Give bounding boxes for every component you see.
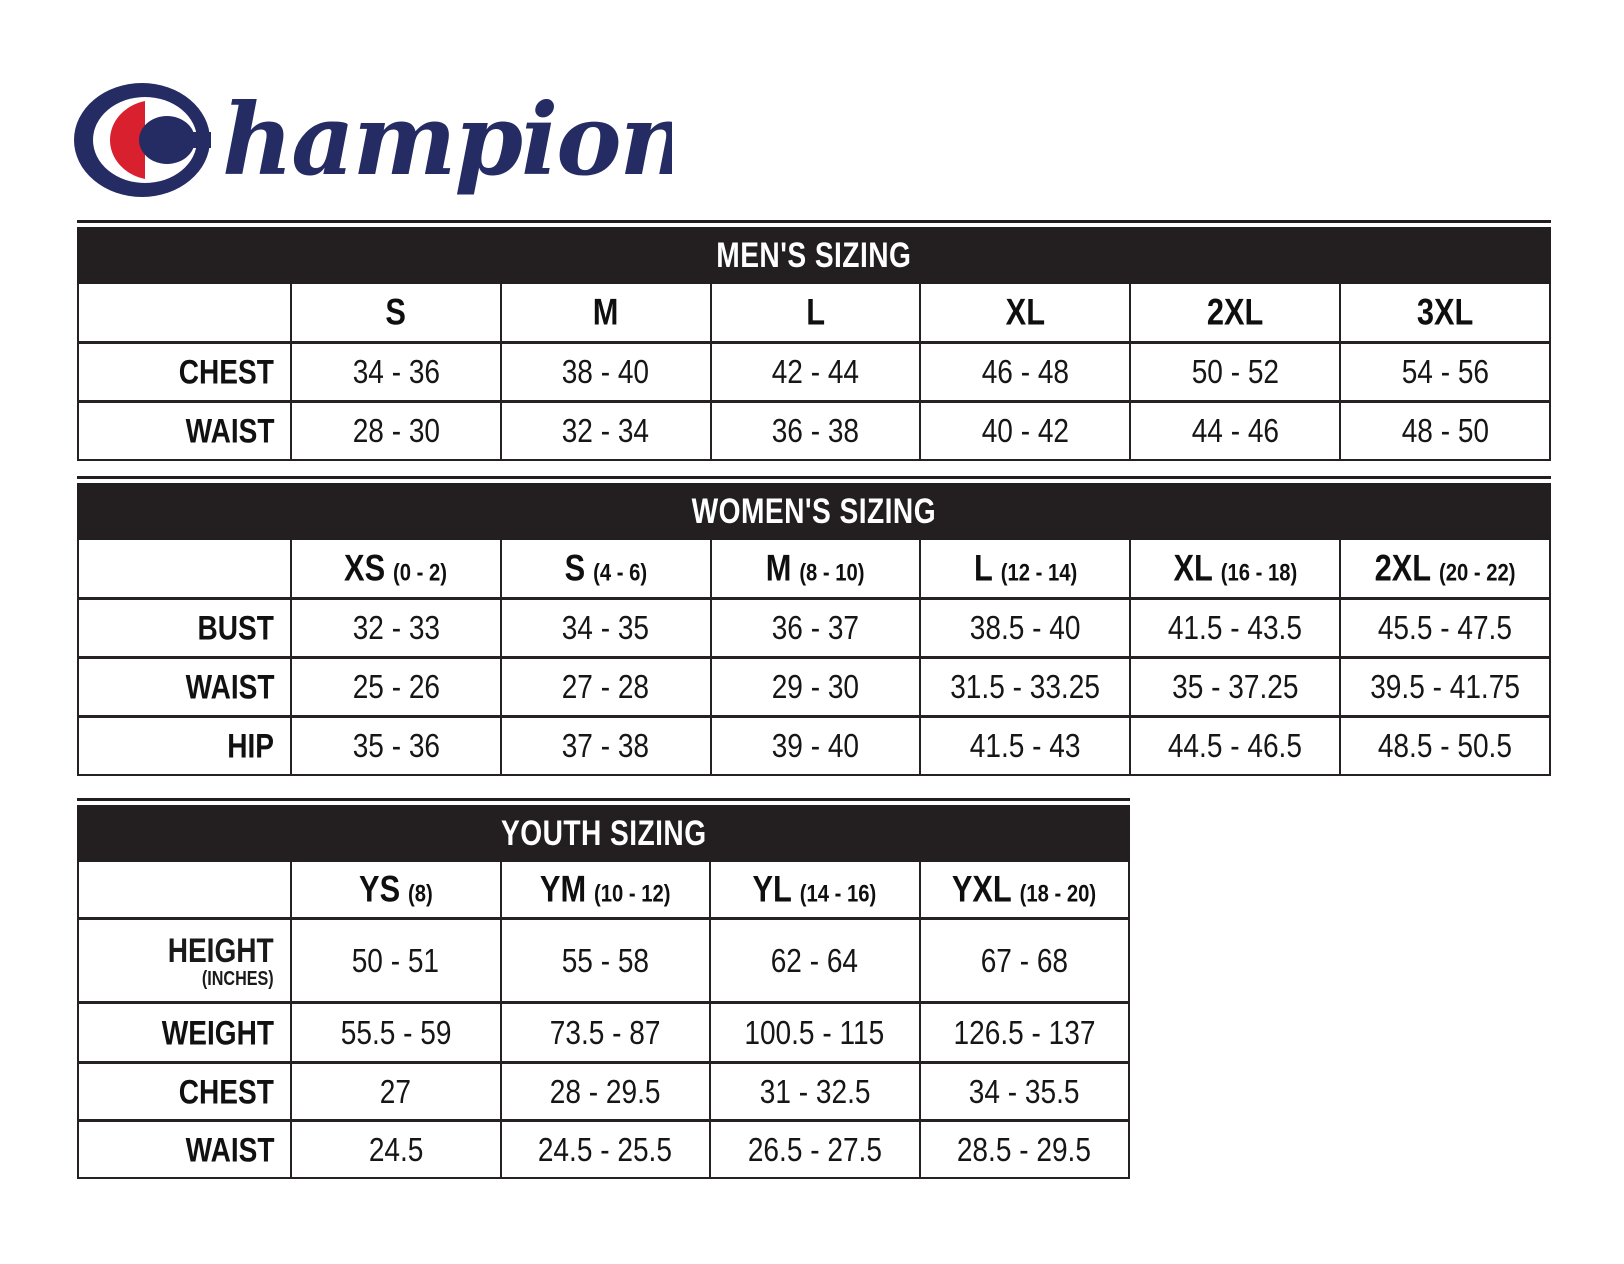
measurement-cell: 44 - 46	[1129, 400, 1340, 459]
measurement-cell: 40 - 42	[919, 400, 1130, 459]
table-title: YOUTH SIZING	[500, 813, 707, 853]
measurement-cell: 126.5 - 137	[918, 1001, 1128, 1061]
measurement-cell: 54 - 56	[1339, 341, 1549, 400]
size-column-header: 2XL (20 - 22)	[1339, 540, 1549, 597]
measurement-cell: 48 - 50	[1339, 400, 1549, 459]
champion-c-mark	[74, 83, 211, 197]
womens-sizing-table: WOMEN'S SIZING XS (0 - 2) S (4 - 6) M (8 - …	[77, 476, 1551, 776]
size-column-header: S (4 - 6)	[499, 540, 710, 597]
measurement-cell: 27	[290, 1061, 500, 1119]
youth-sizing-table: YOUTH SIZING YS (8) YM (10 - 12) YL (14 - 1…	[77, 798, 1130, 1179]
measurement-cell: 37 - 38	[499, 715, 710, 774]
measurement-cell: 41.5 - 43.5	[1129, 597, 1340, 656]
size-column-header: XS (0 - 2)	[290, 540, 500, 597]
row-label: WEIGHT	[79, 1001, 290, 1061]
size-column-header: 2XL	[1129, 284, 1339, 341]
measurement-cell: 100.5 - 115	[709, 1001, 919, 1061]
measurement-cell: 55.5 - 59	[290, 1001, 500, 1061]
measurement-cell: 34 - 36	[290, 341, 500, 400]
corner-cell	[79, 862, 290, 917]
measurement-cell: 67 - 68	[918, 917, 1128, 1001]
table-top-rule	[77, 476, 1551, 479]
row-label: WAIST	[79, 400, 290, 459]
row-sublabel-text: (INCHES)	[202, 967, 274, 990]
size-column-header: YL (14 - 16)	[709, 862, 919, 917]
measurement-cell: 28 - 30	[290, 400, 500, 459]
womens-grid: XS (0 - 2) S (4 - 6) M (8 - 10) L (12 - 14) …	[77, 540, 1551, 776]
row-label: CHEST	[79, 341, 290, 400]
corner-cell	[79, 540, 290, 597]
size-column-header: 3XL	[1339, 284, 1549, 341]
row-label: WAIST	[79, 1119, 290, 1177]
measurement-cell: 46 - 48	[919, 341, 1130, 400]
mens-sizing-table: MEN'S SIZING S M L XL 2XL 3XL CHEST 34 -…	[77, 220, 1551, 461]
measurement-cell: 45.5 - 47.5	[1339, 597, 1549, 656]
measurement-cell: 31.5 - 33.25	[919, 656, 1130, 715]
size-column-header: L (12 - 14)	[919, 540, 1129, 597]
measurement-cell: 29 - 30	[709, 656, 920, 715]
size-column-header: S	[290, 284, 500, 341]
row-label: BUST	[79, 597, 290, 656]
table-title: MEN'S SIZING	[716, 235, 912, 275]
c-mark-red-half	[109, 101, 145, 179]
measurement-cell: 34 - 35	[499, 597, 710, 656]
table-title: WOMEN'S SIZING	[691, 491, 937, 531]
measurement-cell: 38 - 40	[499, 341, 710, 400]
mens-grid: S M L XL 2XL 3XL CHEST 34 - 36 38 - 40 4…	[77, 284, 1551, 461]
c-mark-counter	[139, 116, 195, 164]
womens-title-bar: WOMEN'S SIZING	[77, 483, 1551, 540]
measurement-cell: 55 - 58	[499, 917, 709, 1001]
measurement-cell: 38.5 - 40	[919, 597, 1130, 656]
measurement-cell: 32 - 34	[499, 400, 710, 459]
measurement-cell: 36 - 37	[709, 597, 920, 656]
table-top-rule	[77, 798, 1130, 801]
size-column-header: XL	[919, 284, 1129, 341]
measurement-cell: 39 - 40	[709, 715, 920, 774]
champion-script: hampion®	[222, 83, 672, 198]
measurement-cell: 25 - 26	[290, 656, 500, 715]
measurement-cell: 41.5 - 43	[919, 715, 1130, 774]
table-top-rule	[77, 220, 1551, 223]
corner-cell	[79, 284, 290, 341]
size-column-header: YS (8)	[290, 862, 500, 917]
measurement-cell: 24.5	[290, 1119, 500, 1177]
size-column-header: YM (10 - 12)	[499, 862, 710, 917]
measurement-cell: 62 - 64	[709, 917, 919, 1001]
mens-title-bar: MEN'S SIZING	[77, 227, 1551, 284]
measurement-cell: 26.5 - 27.5	[709, 1119, 919, 1177]
size-column-header: XL (16 - 18)	[1129, 540, 1339, 597]
youth-title-bar: YOUTH SIZING	[77, 805, 1130, 862]
measurement-cell: 32 - 33	[290, 597, 500, 656]
champion-logo-graphic: hampion®	[74, 83, 715, 198]
row-label: CHEST	[79, 1061, 290, 1119]
size-column-header: M	[499, 284, 710, 341]
champion-logo: hampion®	[72, 70, 715, 215]
size-column-header: YXL (18 - 20)	[918, 862, 1129, 917]
measurement-cell: 73.5 - 87	[499, 1001, 709, 1061]
measurement-cell: 48.5 - 50.5	[1339, 715, 1549, 774]
measurement-cell: 50 - 52	[1129, 341, 1340, 400]
row-label: WAIST	[79, 656, 290, 715]
measurement-cell: 36 - 38	[709, 400, 920, 459]
measurement-cell: 39.5 - 41.75	[1339, 656, 1549, 715]
size-column-header: M (8 - 10)	[709, 540, 920, 597]
measurement-cell: 24.5 - 25.5	[499, 1119, 709, 1177]
row-label-text: HEIGHT	[168, 930, 274, 970]
measurement-cell: 31 - 32.5	[709, 1061, 919, 1119]
measurement-cell: 27 - 28	[499, 656, 710, 715]
size-column-header: L	[709, 284, 920, 341]
row-label: HIP	[79, 715, 290, 774]
youth-grid: YS (8) YM (10 - 12) YL (14 - 16) YXL (18 - 2…	[77, 862, 1130, 1179]
measurement-cell: 35 - 37.25	[1129, 656, 1340, 715]
measurement-cell: 28 - 29.5	[499, 1061, 709, 1119]
measurement-cell: 28.5 - 29.5	[918, 1119, 1128, 1177]
measurement-cell: 35 - 36	[290, 715, 500, 774]
measurement-cell: 50 - 51	[290, 917, 500, 1001]
row-label: HEIGHT (INCHES)	[79, 917, 290, 1001]
measurement-cell: 42 - 44	[709, 341, 920, 400]
measurement-cell: 34 - 35.5	[918, 1061, 1128, 1119]
measurement-cell: 44.5 - 46.5	[1129, 715, 1340, 774]
